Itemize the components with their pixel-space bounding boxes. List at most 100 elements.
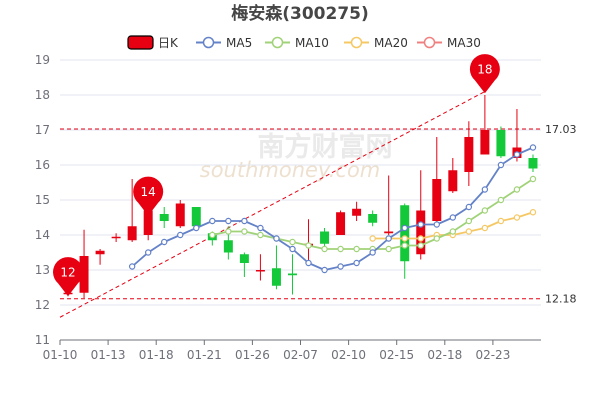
trend-line-path [59,91,486,318]
ma5-point [337,263,344,270]
ma5-point [497,161,505,169]
candle-body [127,226,137,241]
candle-body [464,137,474,172]
ma10-point [353,245,360,253]
ma5-point [128,263,136,270]
ma5-point [289,245,296,253]
ma5-point [385,235,392,242]
candle-body [496,130,506,157]
y-tick-label: 11 [35,333,50,347]
ma5-point [209,217,216,225]
ma10-point [257,231,264,239]
ma20-point [497,217,505,225]
candle-body [287,273,297,276]
ma5-point [513,151,521,158]
ma10-point [385,245,392,253]
legend-label: MA5 [226,36,252,50]
ma5-point [241,217,248,225]
x-tick-label: 01-26 [235,348,270,362]
ma5-point [144,249,152,256]
ma10-point [417,242,424,249]
candle-body [255,270,265,272]
price-pin-marker [133,176,164,216]
ma20-point [369,235,376,242]
ma5-point [273,235,280,242]
ma20-point [513,214,521,221]
candle-body [384,231,394,234]
x-tick-label: 02-18 [427,348,462,362]
x-tick-label: 02-10 [331,348,366,362]
ma10-point [241,228,248,235]
trend-line [59,91,486,318]
ma10-point [513,186,521,193]
x-tick-label: 02-15 [379,348,414,362]
candle-body [528,158,538,169]
ma5-point [369,249,376,256]
price-pin-label: 12 [60,265,75,279]
price-pins: 12 14 18 [53,54,500,297]
ma20-point [481,224,489,232]
candle-body [336,212,346,235]
chart-title: 梅安森(300275) [231,3,369,24]
x-tick-label: 01-10 [43,348,78,362]
x-tick-label: 01-13 [91,348,126,362]
y-tick-label: 16 [35,158,50,172]
ma5-point [433,221,440,228]
reference-lines: 17.03 12.18 [60,123,577,306]
legend-marker-icon [271,36,284,49]
y-tick-label: 12 [35,298,50,312]
ma5-point [417,221,424,228]
ma20-point [417,235,424,242]
chart-legend[interactable]: 日K MA5 MA10 MA20 MA30 [127,35,481,50]
ma5-point [161,238,168,246]
y-tick-label: 19 [35,53,50,67]
ma5-point [257,224,264,232]
watermark-cn: 南方财富网 [258,131,393,163]
ma10-point [401,242,408,249]
candle-body [448,170,458,192]
ma5-point [305,259,312,267]
ma5-point [321,266,328,274]
ma10-point [321,245,328,253]
ma5-point [529,144,537,151]
x-tick-label: 02-07 [283,348,318,362]
candle-body [480,130,490,155]
legend-label: MA20 [374,36,408,50]
reference-line-label: 12.18 [545,293,577,306]
candle-body [175,203,185,227]
ma10-point [225,228,232,235]
watermark-en: southmoney.com [200,158,381,182]
ma5-point [449,214,457,221]
ma10-point [449,228,457,235]
reference-line-label: 17.03 [545,123,577,136]
ma10-point [529,175,537,183]
legend-marker-icon [202,36,215,49]
price-pin-marker [53,257,84,297]
ma5-point [465,203,473,211]
watermark: 南方财富网 southmoney.com [200,131,393,182]
legend-label: MA10 [295,36,329,50]
legend-marker-icon [423,36,436,49]
y-axis: 11 12 13 14 15 16 17 18 19 [35,53,50,347]
ma10-point [209,231,216,239]
candle-body [352,208,362,216]
x-axis: 01-10 01-13 01-18 01-21 01-26 02-07 02-10 02-15… [43,339,541,362]
ma5-point [225,217,232,225]
ma5-point [177,231,184,239]
x-tick-label: 02-23 [475,348,510,362]
ma20-point [529,209,537,216]
ma5-point [353,259,360,267]
ma10-point [481,207,489,214]
ma5-point [193,224,200,232]
y-tick-label: 14 [35,228,50,242]
moving-average-lines [128,144,537,274]
price-pin-marker [469,54,500,94]
candle-body [95,250,105,255]
ma10-point [465,217,473,225]
ma10-point [497,196,505,204]
candle-body [432,179,442,221]
y-tick-label: 13 [35,263,50,277]
candle-body [239,254,249,263]
candle-body [159,214,169,221]
